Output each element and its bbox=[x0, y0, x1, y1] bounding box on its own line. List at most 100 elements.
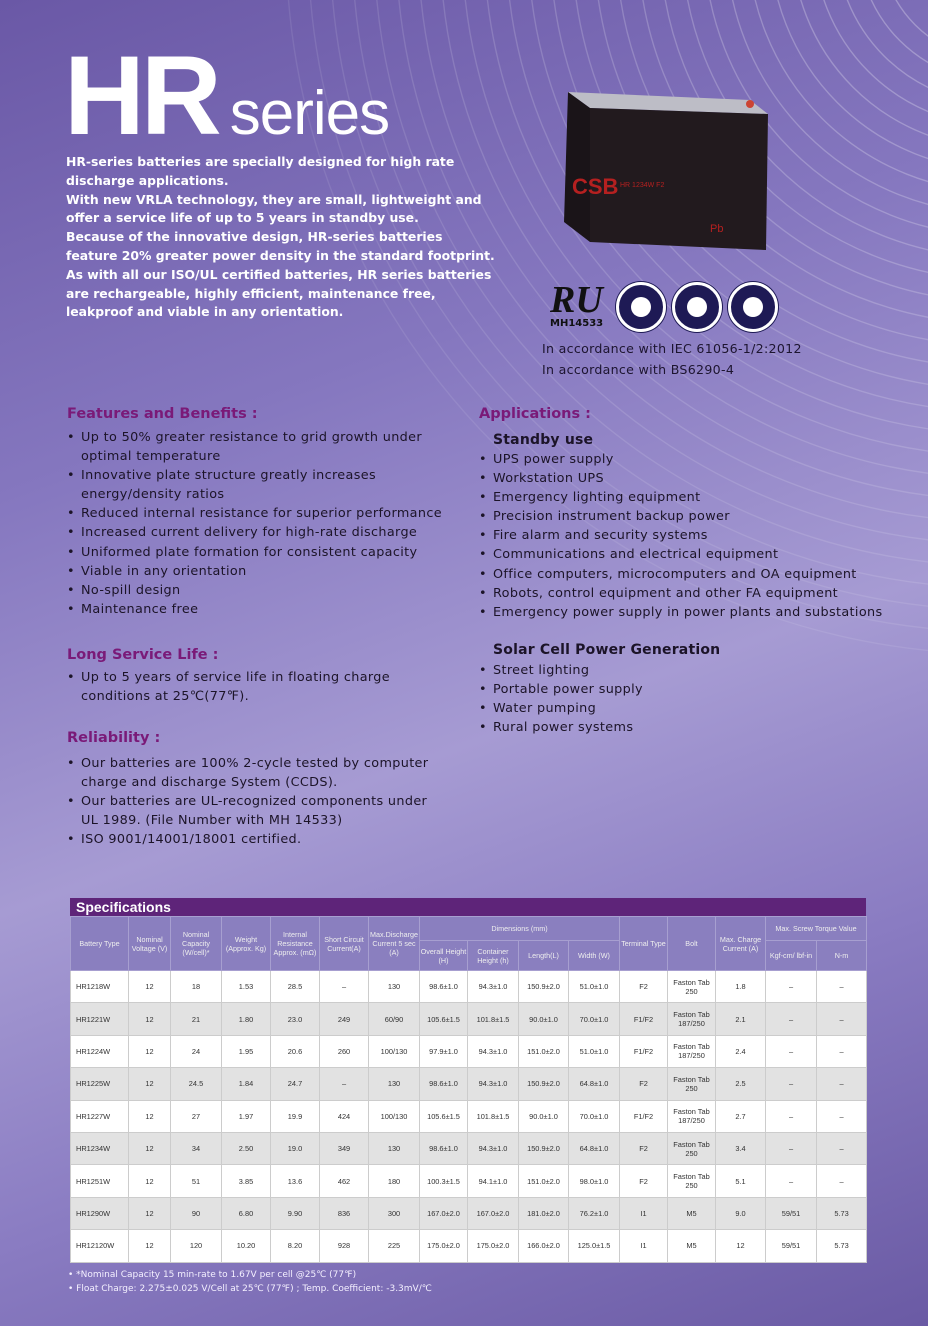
table-cell: – bbox=[765, 1002, 817, 1036]
intro-line: leakproof and viable in any orientation. bbox=[66, 304, 344, 320]
title-sub: series bbox=[229, 79, 390, 148]
col-kgf: Kgf-cm/ lbf-in bbox=[765, 940, 817, 971]
table-cell: 3.4 bbox=[715, 1131, 766, 1166]
table-cell: HR12120W bbox=[70, 1229, 129, 1263]
certification-seal bbox=[672, 282, 722, 332]
table-cell: 64.8±1.0 bbox=[568, 1131, 620, 1166]
list-item: Water pumping bbox=[479, 699, 643, 718]
table-cell: 90.0±1.0 bbox=[518, 1099, 569, 1133]
list-item: Maintenance free bbox=[67, 600, 442, 619]
list-item: UL 1989. (File Number with MH 14533) bbox=[81, 813, 343, 829]
table-cell: 9.90 bbox=[270, 1196, 320, 1231]
table-cell: 27 bbox=[170, 1099, 222, 1133]
list-item: Emergency lighting equipment bbox=[479, 488, 882, 507]
list-item: Rural power systems bbox=[479, 718, 643, 737]
table-row: HR1290W 12 90 6.80 9.90 836 300 167.0±2.0 167.0±… bbox=[70, 1196, 868, 1231]
col-terminal: Terminal Type bbox=[619, 916, 668, 971]
table-cell: 34 bbox=[170, 1131, 222, 1166]
list-item: Street lighting bbox=[479, 661, 643, 680]
table-cell: 12 bbox=[128, 1002, 171, 1036]
col-resistance: Internal Resistance Approx. (mΩ) bbox=[270, 916, 320, 971]
table-cell: 90.0±1.0 bbox=[518, 1002, 569, 1036]
table-cell: M5 bbox=[667, 1229, 716, 1263]
col-torque: Max. Screw Torque Value bbox=[764, 916, 868, 941]
table-cell: 300 bbox=[368, 1196, 420, 1231]
list-item: Portable power supply bbox=[479, 680, 643, 699]
table-cell: 12 bbox=[128, 1131, 171, 1166]
table-cell: Faston Tab 250 bbox=[667, 1164, 716, 1198]
table-cell: 28.5 bbox=[270, 969, 320, 1004]
specifications-heading: Specifications bbox=[70, 898, 866, 916]
note-capacity: • *Nominal Capacity 15 min-rate to 1.67V… bbox=[68, 1270, 357, 1280]
col-nm: N-m bbox=[815, 940, 868, 971]
table-cell: 20.6 bbox=[270, 1034, 320, 1069]
table-cell: 60/90 bbox=[368, 1002, 420, 1036]
table-cell: 2.50 bbox=[221, 1131, 271, 1166]
table-cell: 12 bbox=[128, 1196, 171, 1231]
table-cell: – bbox=[319, 1067, 369, 1101]
table-cell: 64.8±1.0 bbox=[568, 1067, 620, 1101]
list-item: charge and discharge System (CCDS). bbox=[81, 775, 338, 791]
table-cell: 1.8 bbox=[715, 969, 766, 1004]
col-voltage: Nominal Voltage (V) bbox=[128, 916, 171, 971]
col-bolt: Bolt bbox=[667, 916, 716, 971]
table-cell: Faston Tab 250 bbox=[667, 969, 716, 1004]
col-overall-height: Overall Height (H) bbox=[419, 940, 468, 971]
table-cell: – bbox=[765, 1099, 817, 1133]
table-cell: HR1290W bbox=[70, 1196, 129, 1231]
table-cell: 12 bbox=[128, 1164, 171, 1198]
col-type: Battery Type bbox=[70, 916, 129, 971]
table-cell: – bbox=[765, 1131, 817, 1166]
table-row: HR1225W 12 24.5 1.84 24.7–130 98.6±1.0 94.3±1.… bbox=[70, 1067, 868, 1101]
table-cell: 101.8±1.5 bbox=[467, 1002, 519, 1036]
table-cell: – bbox=[815, 1131, 868, 1166]
list-item: Office computers, microcomputers and OA … bbox=[479, 565, 882, 584]
specifications-table: Battery Type Nominal Voltage (V) Nominal… bbox=[70, 916, 868, 1263]
table-row: HR1224W 12 24 1.95 20.6 260 100/130 97.9±1.0 94.… bbox=[70, 1034, 868, 1069]
table-cell: 5.73 bbox=[815, 1229, 868, 1263]
table-cell: 424 bbox=[319, 1099, 369, 1133]
table-cell: 94.1±1.0 bbox=[467, 1164, 519, 1198]
list-item: Up to 50% greater resistance to grid gro… bbox=[67, 428, 442, 447]
table-cell: 130 bbox=[368, 969, 420, 1004]
col-container-height: Container Height (h) bbox=[467, 940, 519, 971]
title-main: HR bbox=[64, 33, 222, 158]
table-cell: 98.6±1.0 bbox=[419, 1131, 468, 1166]
col-capacity: Nominal Capacity (W/cell)* bbox=[170, 916, 222, 971]
table-row: HR1218W 12 18 1.53 28.5–130 98.6±1.0 94.3±1.0 1… bbox=[70, 969, 868, 1004]
list-item: Reduced internal resistance for superior… bbox=[67, 504, 442, 523]
list-item: Communications and electrical equipment bbox=[479, 545, 882, 564]
col-width: Width (W) bbox=[568, 940, 620, 971]
table-cell: 94.3±1.0 bbox=[467, 1067, 519, 1101]
certification-seal bbox=[616, 282, 666, 332]
table-cell: – bbox=[815, 1002, 868, 1036]
intro-paragraph: HR-series batteries are specially design… bbox=[66, 153, 495, 322]
table-cell: 150.9±2.0 bbox=[518, 1067, 569, 1101]
table-cell: 12 bbox=[715, 1229, 766, 1263]
table-cell: HR1234W bbox=[70, 1131, 129, 1166]
table-cell: 10.20 bbox=[221, 1229, 271, 1263]
table-cell: 167.0±2.0 bbox=[419, 1196, 468, 1231]
table-cell: 462 bbox=[319, 1164, 369, 1198]
table-cell: 94.3±1.0 bbox=[467, 1131, 519, 1166]
list-item: conditions at 25℃(77℉). bbox=[81, 689, 250, 705]
table-cell: 349 bbox=[319, 1131, 369, 1166]
table-cell: I1 bbox=[619, 1196, 668, 1231]
table-cell: 59/51 bbox=[765, 1229, 817, 1263]
certification-seal bbox=[728, 282, 778, 332]
table-cell: 105.6±1.5 bbox=[419, 1002, 468, 1036]
col-max-charge: Max. Charge Current (A) bbox=[715, 916, 766, 971]
table-cell: 21 bbox=[170, 1002, 222, 1036]
table-cell: 105.6±1.5 bbox=[419, 1099, 468, 1133]
table-cell: Faston Tab 187/250 bbox=[667, 1034, 716, 1069]
table-cell: 1.84 bbox=[221, 1067, 271, 1101]
table-cell: 24.5 bbox=[170, 1067, 222, 1101]
table-cell: 59/51 bbox=[765, 1196, 817, 1231]
table-cell: F2 bbox=[619, 1131, 668, 1166]
list-item: UPS power supply bbox=[479, 450, 882, 469]
table-cell: 249 bbox=[319, 1002, 369, 1036]
col-length: Length(L) bbox=[518, 940, 569, 971]
table-cell: 24 bbox=[170, 1034, 222, 1069]
list-item: Precision instrument backup power bbox=[479, 507, 882, 526]
table-cell: 101.8±1.5 bbox=[467, 1099, 519, 1133]
